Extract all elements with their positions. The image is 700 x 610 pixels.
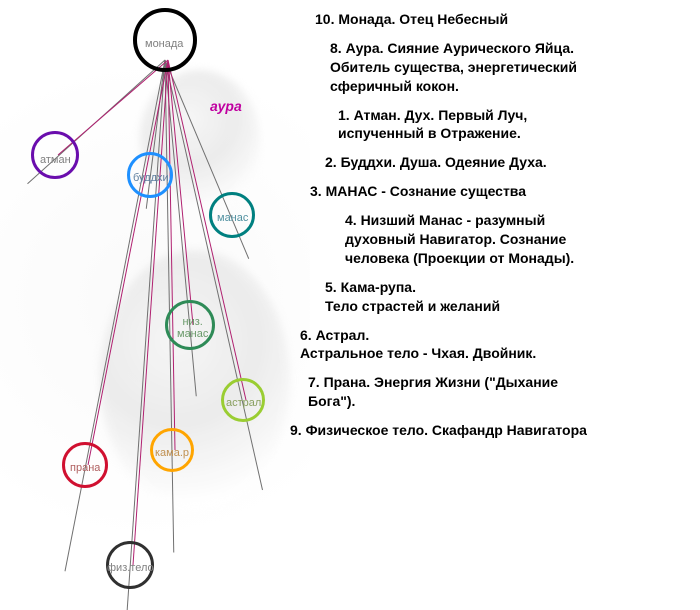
node-atman: атман [31,131,79,179]
node-kama: кама.р [150,428,194,472]
desc-t3: 3. МАНАС - Сознание существа [310,182,690,201]
node-buddhi: буддхи [127,152,173,198]
desc-t2: 2. Буддхи. Душа. Одеяние Духа. [325,153,690,172]
node-label-kama: кама.р [155,447,189,459]
node-prana: прана [62,442,108,488]
node-label-astral: астрал [226,397,261,409]
descriptions-column: 10. Монада. Отец Небесный 8. Аура. Сияние… [300,10,690,450]
node-label-monada: монада [145,38,183,50]
node-label-buddhi: буддхи [133,172,169,184]
node-manas: манас [209,192,255,238]
node-label-prana: прана [70,462,100,474]
desc-t1: 1. Атман. Дух. Первый Луч,испученный в О… [338,106,690,144]
node-label-atman: атман [40,154,71,166]
node-label-manas: манас [217,212,248,224]
desc-t4: 4. Низший Манас - разумныйдуховный Навиг… [345,211,690,268]
desc-t9: 9. Физическое тело. Скафандр Навигатора [290,421,690,440]
node-label-fiz: физ.тело [107,562,154,574]
bulge [100,250,290,510]
node-astral: астрал [221,378,265,422]
desc-t10: 10. Монада. Отец Небесный [315,10,690,29]
desc-t7: 7. Прана. Энергия Жизни ("ДыханиеБога"). [308,373,690,411]
desc-t8: 8. Аура. Сияние Аурического Яйца.Обитель… [330,39,690,96]
node-label-nizmanas: низ.манас [177,316,208,340]
node-nizmanas: низ.манас [165,300,215,350]
esoteric-bodies-diagram: монада атман буддхи манас низ.манас астрал кам… [0,0,310,610]
desc-t6: 6. Астрал.Астральное тело - Чхая. Двойни… [300,326,690,364]
node-fiz: физ.тело [106,541,154,589]
node-monada: монада [133,8,197,72]
desc-t5: 5. Кама-рупа.Тело страстей и желаний [325,278,690,316]
